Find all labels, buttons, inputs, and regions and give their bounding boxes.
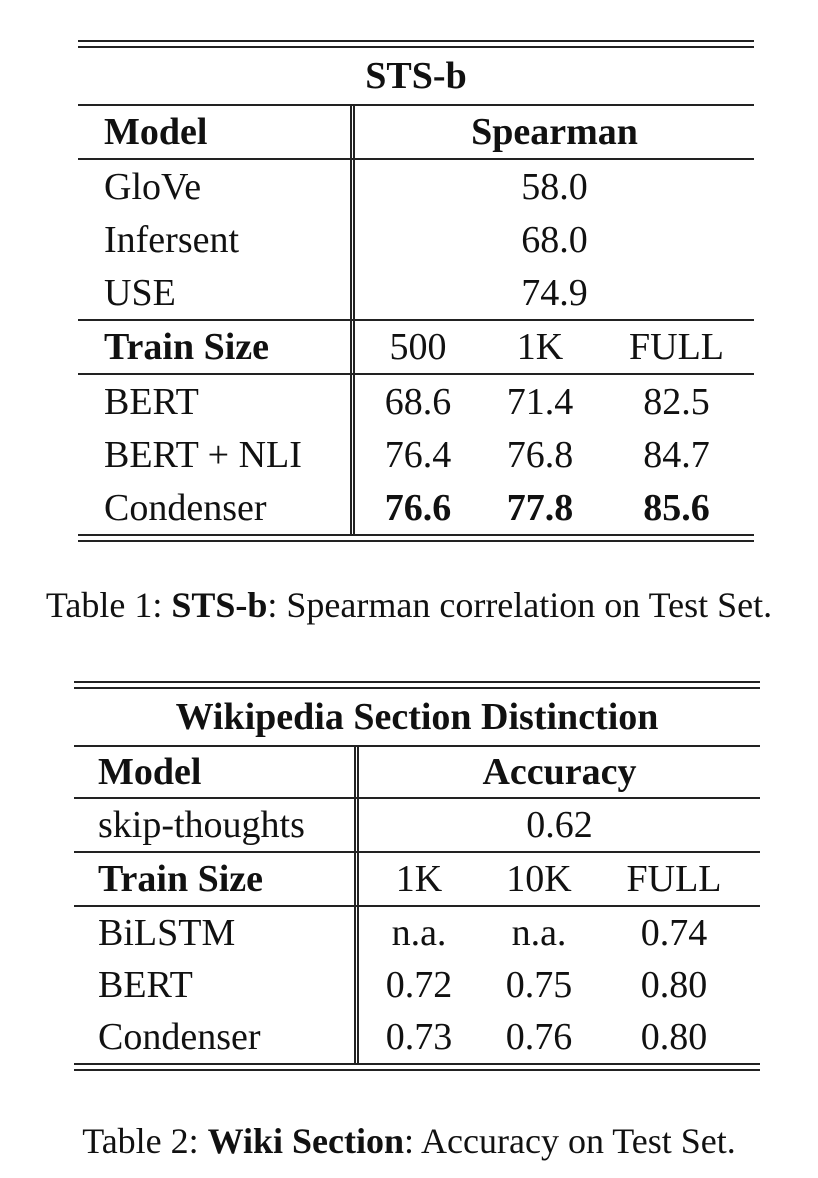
- row-value: 68.0: [521, 218, 588, 261]
- table-row: BiLSTM n.a. n.a. 0.74: [74, 907, 760, 959]
- table-1-caption: Table 1: STS-b: Spearman correlation on …: [0, 584, 818, 626]
- column-separator: [354, 959, 359, 1011]
- rule: [74, 797, 760, 799]
- cell-value: 0.80: [640, 1016, 708, 1058]
- train-size-10k: 10K: [506, 858, 572, 900]
- row-model: Condenser: [98, 1016, 261, 1058]
- caption-prefix: Table 2:: [82, 1121, 208, 1161]
- rule: [78, 373, 754, 375]
- cell-value: 82.5: [643, 380, 710, 423]
- train-size-500: 500: [389, 326, 447, 368]
- header-model: Model: [104, 111, 208, 153]
- row-model: BERT + NLI: [104, 433, 302, 476]
- row-model: GloVe: [104, 165, 202, 208]
- bottom-rule: [78, 534, 754, 542]
- table-row: Condenser 0.73 0.76 0.80: [74, 1011, 760, 1063]
- column-separator: [350, 375, 355, 428]
- caption-bold: STS-b: [171, 585, 268, 625]
- table-row: BERT + NLI 76.4 76.8 84.7: [78, 428, 754, 481]
- caption-prefix: Table 1:: [45, 585, 172, 625]
- caption-rest: : Spearman correlation on Test Set.: [267, 585, 773, 625]
- train-size-row: Train Size 1K 10K FULL: [74, 853, 760, 905]
- table-row: Infersent 68.0: [78, 213, 754, 266]
- table-1: STS-b Model Spearman GloVe 58.0 Infersen…: [78, 40, 754, 542]
- cell-value: 71.4: [506, 380, 574, 423]
- row-model: skip-thoughts: [98, 804, 305, 846]
- column-separator: [350, 213, 355, 266]
- column-separator: [350, 428, 355, 481]
- header-row: Model Accuracy: [74, 747, 760, 797]
- train-size-label: Train Size: [104, 326, 270, 368]
- table-row: BERT 0.72 0.75 0.80: [74, 959, 760, 1011]
- cell-value: 68.6: [384, 380, 452, 423]
- table-2: Wikipedia Section Distinction Model Accu…: [74, 681, 760, 1071]
- column-separator: [354, 799, 359, 851]
- cell-value-best: 85.6: [643, 486, 710, 529]
- table-row: GloVe 58.0: [78, 160, 754, 213]
- header-metric: Spearman: [471, 111, 638, 153]
- row-value: 74.9: [521, 271, 588, 314]
- caption-bold: Wiki Section: [207, 1121, 405, 1161]
- row-model: BiLSTM: [98, 912, 236, 954]
- caption-rest: : Accuracy on Test Set.: [404, 1121, 736, 1161]
- column-separator: [350, 106, 355, 158]
- row-value: 58.0: [521, 165, 588, 208]
- rule: [78, 158, 754, 160]
- cell-value: n.a.: [391, 912, 447, 954]
- row-model: BERT: [104, 380, 199, 423]
- rule: [78, 104, 754, 106]
- cell-value: 0.72: [385, 964, 453, 1006]
- table-title: STS-b: [365, 55, 467, 97]
- row-model: USE: [104, 271, 176, 314]
- table-title-row: Wikipedia Section Distinction: [74, 689, 760, 745]
- rule: [78, 319, 754, 321]
- cell-value: 0.73: [385, 1016, 453, 1058]
- table-title-row: STS-b: [78, 48, 754, 104]
- cell-value-best: 77.8: [506, 486, 574, 529]
- rule: [74, 745, 760, 747]
- column-separator: [350, 266, 355, 319]
- table-2-caption: Table 2: Wiki Section: Accuracy on Test …: [0, 1120, 818, 1162]
- cell-value: 0.75: [505, 964, 573, 1006]
- train-size-1k: 1K: [395, 858, 443, 900]
- column-separator: [354, 853, 359, 905]
- row-value: 0.62: [526, 804, 593, 846]
- top-rule: [78, 40, 754, 48]
- header-row: Model Spearman: [78, 106, 754, 158]
- top-rule: [74, 681, 760, 689]
- cell-value: 76.8: [506, 433, 574, 476]
- train-size-1k: 1K: [516, 326, 564, 368]
- bottom-rule: [74, 1063, 760, 1071]
- header-model: Model: [98, 751, 202, 793]
- row-model: BERT: [98, 964, 193, 1006]
- cell-value: 76.4: [384, 433, 452, 476]
- rule: [74, 851, 760, 853]
- cell-value: 0.74: [640, 912, 708, 954]
- header-metric: Accuracy: [482, 751, 637, 793]
- column-separator: [354, 907, 359, 959]
- row-model: Infersent: [104, 218, 240, 261]
- column-separator: [350, 321, 355, 373]
- cell-value: 0.80: [640, 964, 708, 1006]
- column-separator: [350, 160, 355, 213]
- table-row: USE 74.9: [78, 266, 754, 319]
- train-size-row: Train Size 500 1K FULL: [78, 321, 754, 373]
- column-separator: [350, 481, 355, 534]
- cell-value: 84.7: [643, 433, 710, 476]
- table-row: Condenser 76.6 77.8 85.6: [78, 481, 754, 534]
- cell-value: n.a.: [511, 912, 567, 954]
- table-row: skip-thoughts 0.62: [74, 799, 760, 851]
- train-size-full: FULL: [629, 326, 724, 368]
- column-separator: [354, 1011, 359, 1063]
- rule: [74, 905, 760, 907]
- table-title: Wikipedia Section Distinction: [175, 696, 659, 738]
- table-row: BERT 68.6 71.4 82.5: [78, 375, 754, 428]
- cell-value-best: 76.6: [384, 486, 452, 529]
- column-separator: [354, 747, 359, 797]
- train-size-label: Train Size: [98, 858, 264, 900]
- cell-value: 0.76: [505, 1016, 573, 1058]
- row-model: Condenser: [104, 486, 267, 529]
- train-size-full: FULL: [626, 858, 722, 900]
